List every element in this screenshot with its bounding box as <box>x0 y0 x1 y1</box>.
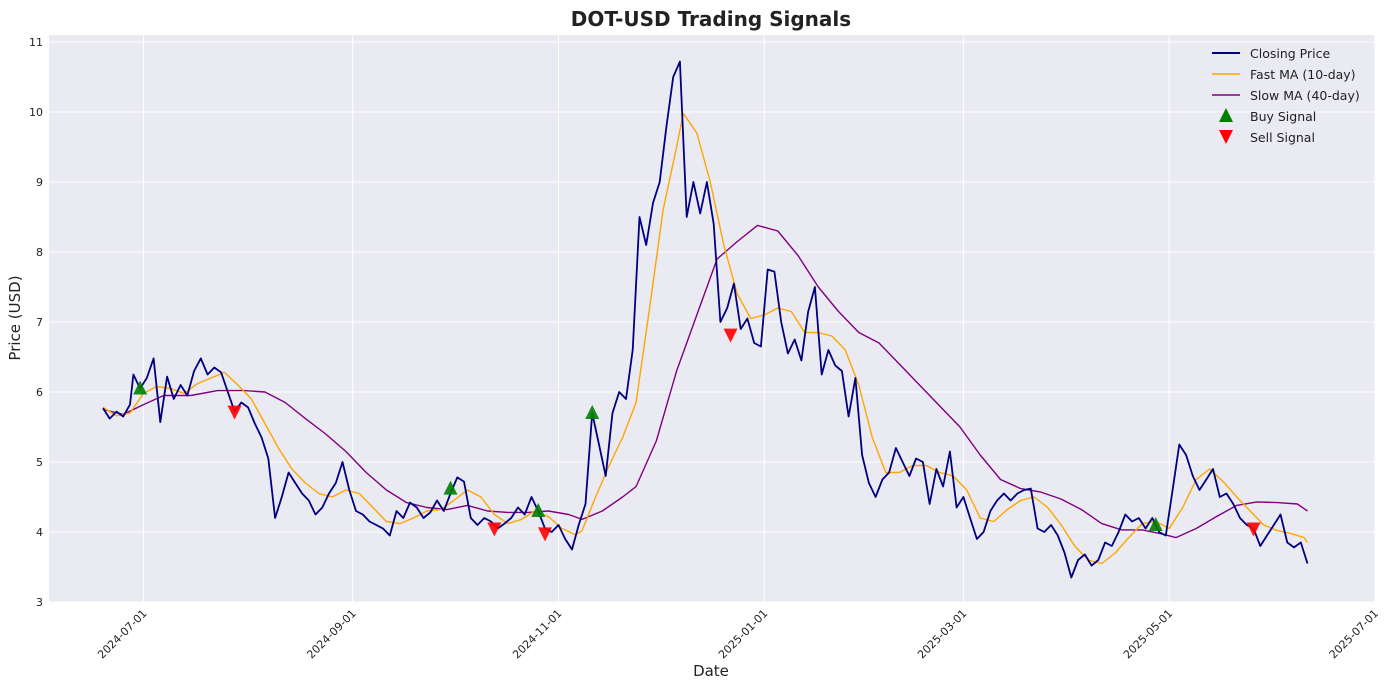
buy-signal-marker <box>585 405 600 419</box>
series-lines <box>102 60 1309 579</box>
sell-signal-marker <box>723 328 738 343</box>
y-tick-label: 6 <box>36 386 43 399</box>
slow-ma-line <box>102 224 1308 539</box>
x-tick-label: 2025-07-01 <box>1327 607 1381 661</box>
legend-label-sell: Sell Signal <box>1250 130 1315 145</box>
legend-label-closing: Closing Price <box>1250 46 1330 61</box>
x-tick-label: 2025-03-01 <box>915 607 969 661</box>
closing-price-line <box>102 60 1309 579</box>
x-tick-label: 2024-07-01 <box>95 607 149 661</box>
y-tick-label: 11 <box>29 36 43 49</box>
fast-ma-line <box>102 112 1309 565</box>
sell-signal-marker <box>487 522 502 537</box>
legend-label-fast: Fast MA (10-day) <box>1250 67 1356 82</box>
signal-markers <box>133 328 1261 542</box>
buy-signal-marker <box>133 380 148 395</box>
y-tick-label: 9 <box>36 176 43 189</box>
legend-label-buy: Buy Signal <box>1250 109 1316 124</box>
y-tick-label: 10 <box>29 106 43 119</box>
grid <box>49 35 1376 603</box>
legend-swatch-sell <box>1219 130 1233 144</box>
plot-area <box>49 35 1375 602</box>
x-axis-label: Date <box>693 662 729 680</box>
x-tick-label: 2025-01-01 <box>716 607 770 661</box>
y-axis-label: Price (USD) <box>6 275 24 360</box>
buy-signal-marker <box>1148 517 1163 531</box>
buy-signal-marker <box>531 503 546 517</box>
x-tick-label: 2024-11-01 <box>510 607 564 661</box>
sell-signal-marker <box>537 527 552 542</box>
y-tick-label: 5 <box>36 456 43 469</box>
y-tick-label: 7 <box>36 316 43 329</box>
legend-swatch-buy <box>1219 108 1233 122</box>
legend: Closing Price Fast MA (10-day) Slow MA (… <box>1212 46 1360 145</box>
y-tick-label: 4 <box>36 526 43 539</box>
x-tick-label: 2024-09-01 <box>304 607 358 661</box>
buy-signal-marker <box>443 480 458 495</box>
chart-title: DOT-USD Trading Signals <box>571 7 851 31</box>
x-tick-label: 2025-05-01 <box>1121 607 1175 661</box>
y-tick-label: 3 <box>36 596 43 609</box>
sell-signal-marker <box>227 405 242 420</box>
sell-signal-marker <box>1246 522 1261 537</box>
legend-label-slow: Slow MA (40-day) <box>1250 88 1360 103</box>
y-tick-label: 8 <box>36 246 43 259</box>
